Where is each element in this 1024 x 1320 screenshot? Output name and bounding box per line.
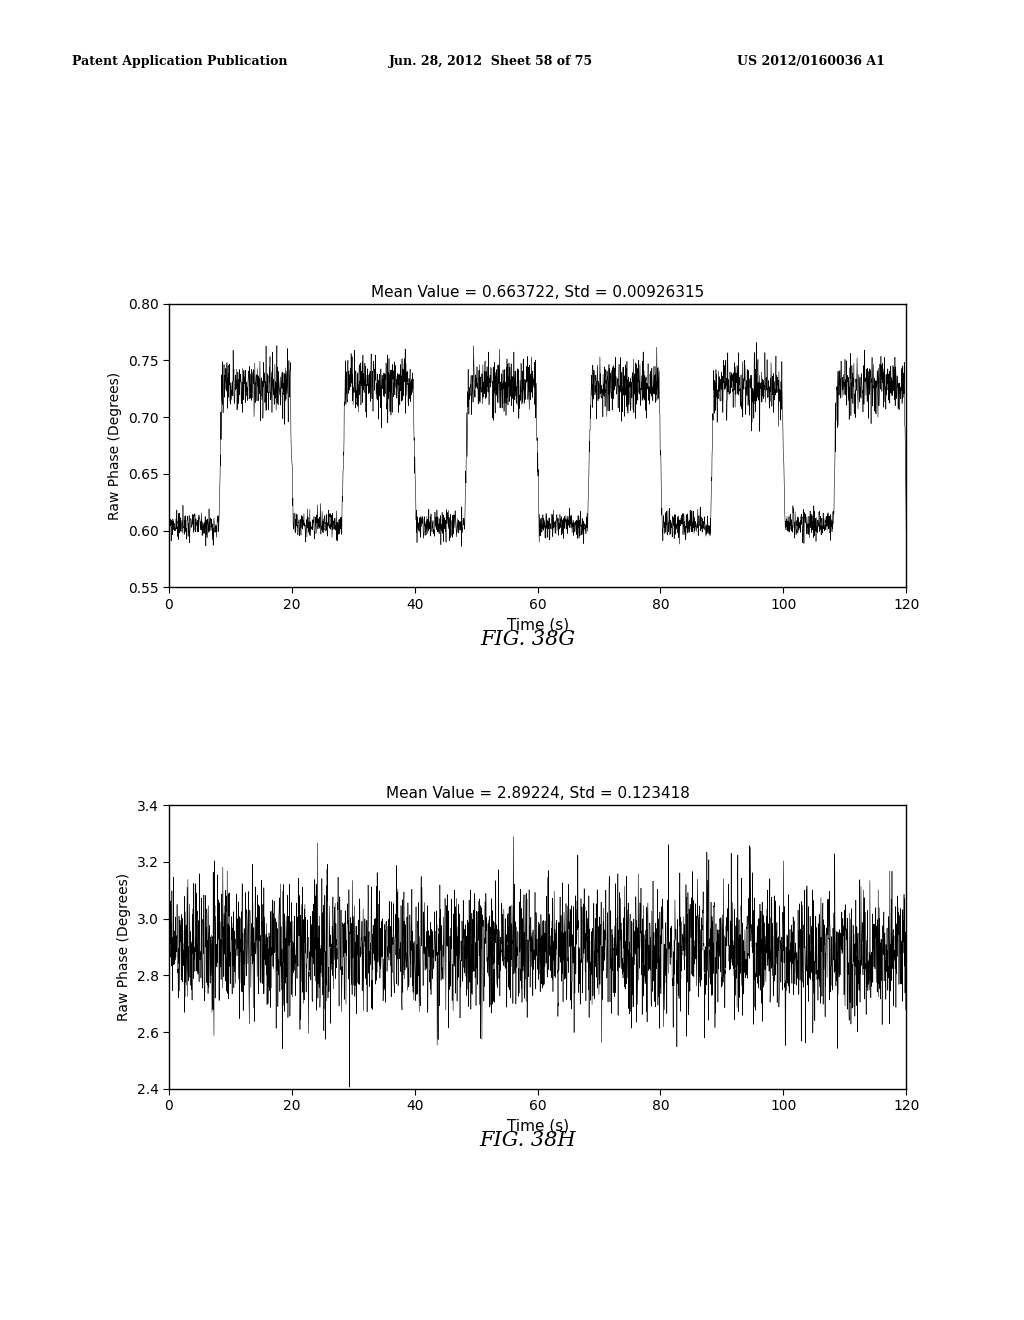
Title: Mean Value = 2.89224, Std = 0.123418: Mean Value = 2.89224, Std = 0.123418 — [386, 787, 689, 801]
Text: Patent Application Publication: Patent Application Publication — [72, 55, 287, 69]
X-axis label: Time (s): Time (s) — [507, 618, 568, 632]
Text: FIG. 38G: FIG. 38G — [480, 630, 574, 648]
Y-axis label: Raw Phase (Degrees): Raw Phase (Degrees) — [117, 873, 131, 1022]
Title: Mean Value = 0.663722, Std = 0.00926315: Mean Value = 0.663722, Std = 0.00926315 — [371, 285, 705, 300]
X-axis label: Time (s): Time (s) — [507, 1119, 568, 1134]
Text: US 2012/0160036 A1: US 2012/0160036 A1 — [737, 55, 885, 69]
Text: Jun. 28, 2012  Sheet 58 of 75: Jun. 28, 2012 Sheet 58 of 75 — [389, 55, 593, 69]
Y-axis label: Raw Phase (Degrees): Raw Phase (Degrees) — [109, 371, 122, 520]
Text: FIG. 38H: FIG. 38H — [479, 1131, 575, 1150]
